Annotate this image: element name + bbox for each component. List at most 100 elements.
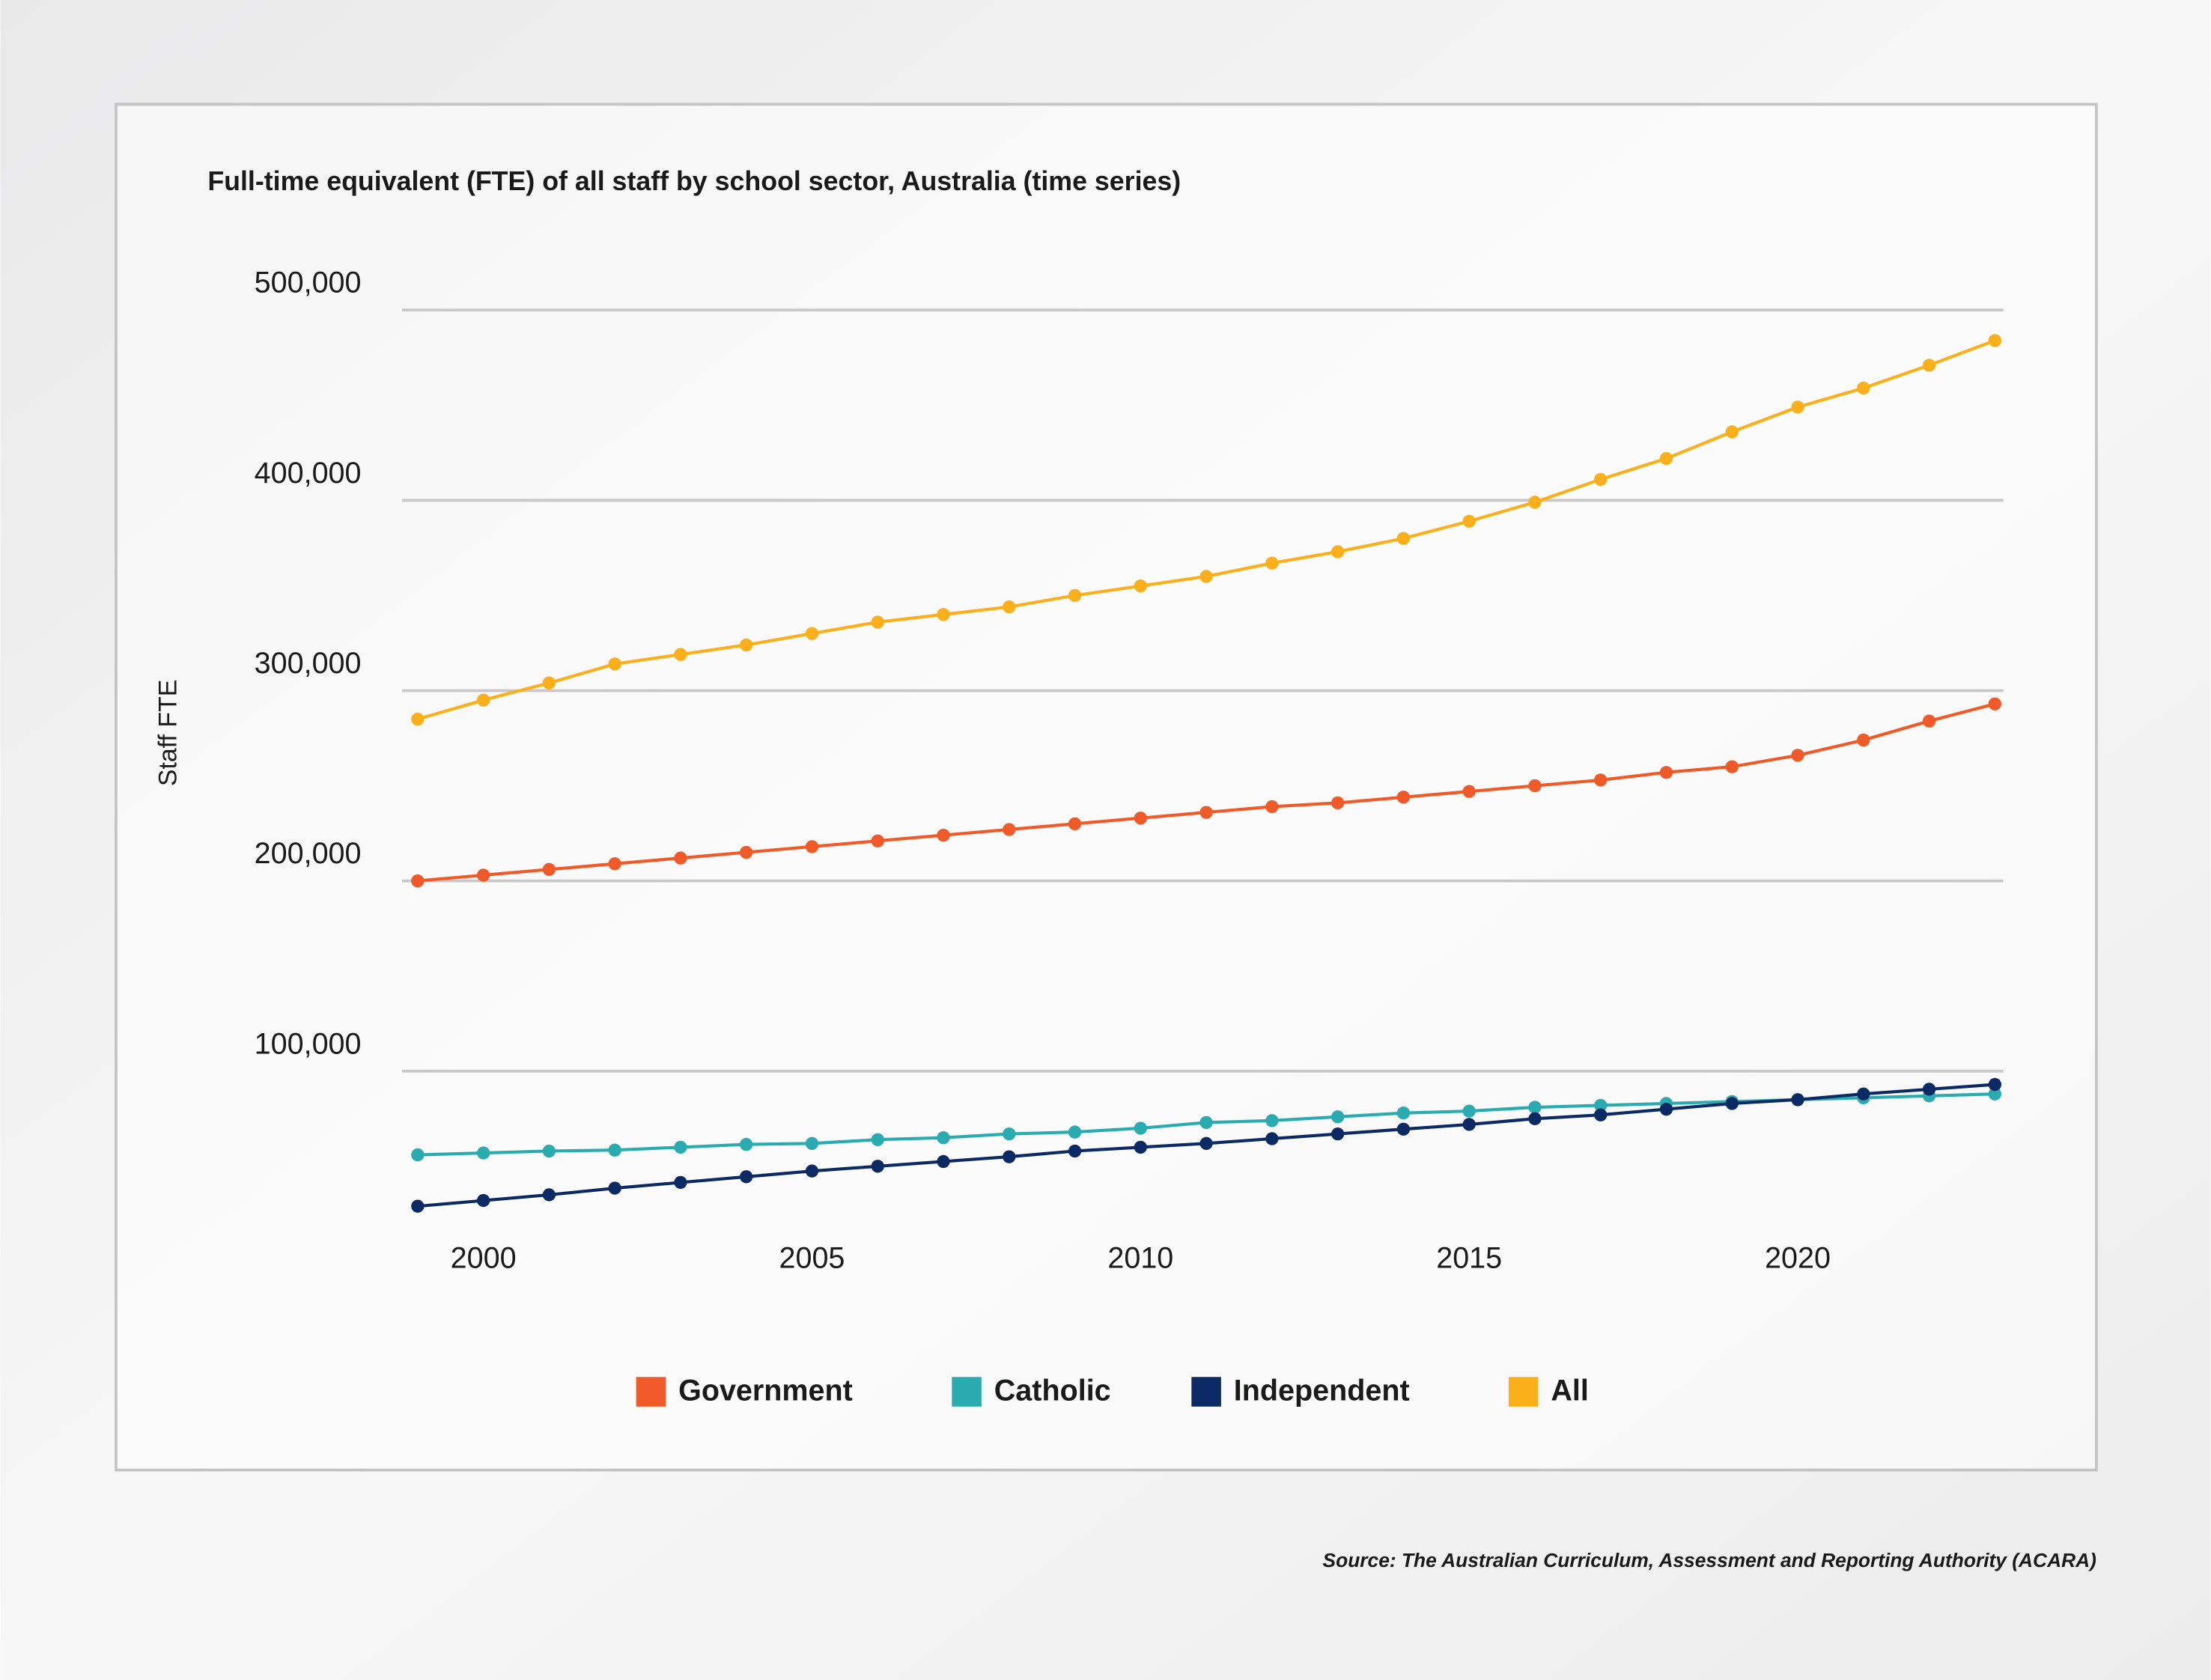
data-point [674,1140,687,1154]
data-point [1528,1101,1542,1114]
data-point [740,1170,753,1184]
data-point [1134,1121,1147,1135]
x-tick-label: 2000 [451,1241,517,1274]
data-point [1134,812,1147,825]
data-point [1594,472,1608,487]
data-point [1199,1136,1213,1150]
data-point [1003,1127,1016,1141]
data-point [1528,779,1542,793]
data-point [937,828,950,842]
data-point [805,1164,819,1178]
data-point [411,1148,425,1162]
x-tick-label: 2015 [1436,1241,1502,1274]
data-point [937,1131,950,1145]
data-point [1725,425,1739,439]
data-point [1265,1132,1279,1145]
y-tick-label: 400,000 [255,457,362,490]
data-point [871,834,884,847]
data-point [1265,1114,1279,1127]
x-tick-label: 2005 [779,1241,845,1274]
legend-label: Government [678,1374,853,1407]
chart-frame [115,103,2098,1472]
data-point [1462,1104,1476,1118]
legend-swatch [636,1377,666,1407]
legend-label: Independent [1234,1374,1410,1407]
data-point [1857,1087,1870,1101]
data-point [1528,496,1542,509]
data-point [1134,1140,1147,1154]
data-point [1594,1108,1608,1121]
legend-swatch [1191,1377,1221,1407]
data-point [1003,1150,1016,1163]
data-point [542,1188,556,1202]
data-point [608,657,621,671]
data-point [871,1133,884,1146]
data-point [411,1199,425,1213]
data-point [1594,1098,1608,1113]
data-point [740,1137,753,1151]
data-point [411,712,425,726]
data-point [1330,1110,1345,1124]
source-note: Source: The Australian Curriculum, Asses… [1323,1549,2096,1571]
data-point [937,608,950,621]
data-point [1659,766,1673,779]
data-point [805,627,819,640]
y-tick-label: 500,000 [255,267,362,299]
x-tick-label: 2020 [1765,1241,1831,1274]
data-point [805,840,819,853]
chart-title: Full-time equivalent (FTE) of all staff … [207,166,1181,196]
data-point [1068,588,1082,603]
data-point [674,1175,687,1190]
data-point [476,1193,490,1208]
data-point [1922,359,1936,372]
data-point [1396,791,1411,804]
data-point [1988,334,2002,347]
data-point [1003,823,1016,836]
y-tick-label: 300,000 [255,647,362,680]
data-point [1594,773,1608,787]
data-point [1725,760,1739,773]
data-point [608,1181,621,1195]
data-point [740,638,753,652]
data-point [1922,1083,1936,1096]
data-point [1068,817,1082,831]
data-point [542,862,556,877]
data-point [476,868,490,882]
data-point [1330,545,1345,559]
data-point [871,1160,884,1173]
data-point [1396,532,1411,545]
y-tick-label: 100,000 [255,1027,362,1060]
data-point [1134,579,1147,593]
data-point [1462,1118,1476,1131]
legend-label: All [1551,1374,1589,1407]
data-point [937,1154,950,1169]
data-point [542,1144,556,1158]
legend-label: Catholic [994,1374,1111,1407]
data-point [1857,381,1870,395]
data-point [1068,1125,1082,1139]
data-point [1396,1106,1411,1120]
data-point [674,851,687,865]
data-point [674,648,687,661]
data-point [1396,1122,1411,1136]
y-axis-label: Staff FTE [153,680,182,786]
data-point [1857,733,1870,747]
data-point [1659,451,1673,466]
data-point [608,1143,621,1157]
data-point [1003,600,1016,614]
data-point [1988,697,2002,710]
data-point [1199,1116,1213,1130]
legend-swatch [1508,1377,1539,1407]
data-point [542,676,556,690]
data-point [608,857,621,871]
data-point [1265,800,1279,814]
data-point [1330,796,1345,810]
data-point [1528,1112,1542,1125]
data-point [1199,570,1213,583]
data-point [1068,1144,1082,1158]
legend-swatch [952,1377,982,1407]
data-point [1988,1077,2002,1092]
x-tick-label: 2010 [1107,1241,1173,1274]
data-point [476,1146,490,1160]
